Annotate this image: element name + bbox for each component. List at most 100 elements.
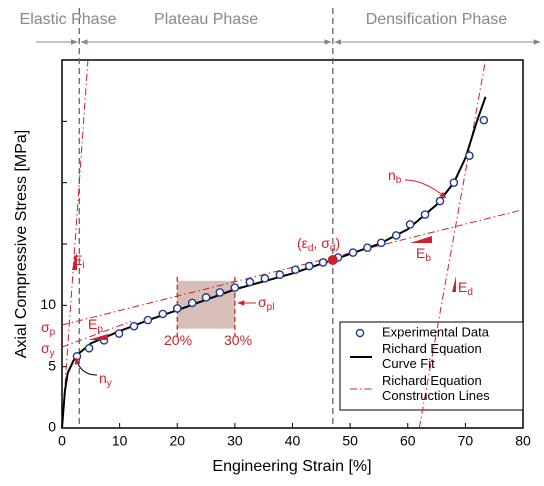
annotation-part: p [50,327,56,338]
data-point [143,315,153,325]
data-point [348,248,358,257]
legend-line: Richard Equation [382,373,482,388]
annotation-part: 20% [164,332,192,348]
construction-line [62,60,89,428]
legend-line: Curve Fit [382,356,435,371]
data-point [230,283,240,292]
annotation: 30% [224,332,252,348]
annotation-part: σ [258,294,267,310]
annotation-part: d [467,287,473,298]
annotation: Ep [88,316,103,335]
data-point [465,151,474,160]
data-point [158,309,168,319]
annotation: 20% [164,332,192,348]
data-point [201,293,211,302]
annotation-arrow [404,179,447,199]
data-point [376,238,386,248]
annotation: σpl [258,294,274,313]
annotation-part: E [458,279,467,295]
legend-label: Experimental Data [382,324,490,339]
annotation-part: E [416,245,425,261]
slope-triangle [452,276,456,292]
x-tick-label: 30 [227,433,243,449]
data-point [275,270,285,279]
slope-triangle [72,252,77,270]
construction-line [418,60,487,428]
annotation-part: E [88,316,97,332]
y-tick-label: 5 [48,357,56,373]
densification-point [327,254,338,265]
legend-line: Richard Equation [382,341,482,356]
annotation-part: , σ [313,235,330,251]
annotation-part: i [82,260,84,271]
data-point [215,288,225,297]
annotation-part: (ε [297,235,308,251]
annotation: σp [41,319,56,338]
annotation-part: σ [41,340,50,356]
annotation-part: ) [335,235,340,251]
slope-triangle [88,334,108,340]
annotation-part: E [73,252,82,268]
y-tick-label: 10 [40,296,56,312]
annotation: Ed [458,279,473,298]
data-point [245,277,255,287]
annotation-part: y [107,378,112,389]
annotation-part: d [308,243,314,254]
data-point [114,329,124,338]
x-tick-label: 70 [458,433,474,449]
construction-line [62,320,132,348]
annotation: ny [99,370,112,389]
legend-label: Richard Equation Curve Fit [382,341,482,371]
annotation-part: y [50,348,55,359]
data-point [479,115,489,125]
legend-label: Richard Equation Construction Lines [382,373,490,403]
annotation-arrow [74,357,98,376]
data-point [304,261,314,271]
data-point [318,258,328,267]
legend-box [339,321,524,411]
data-point [260,274,270,283]
x-tick-label: 80 [515,433,531,449]
annotation-part: n [388,167,396,183]
x-tick-label: 60 [400,433,416,449]
x-tick-label: 10 [112,433,128,449]
annotation: (εd, σd) [297,235,340,254]
data-point [405,220,415,229]
annotation: nb [388,167,402,186]
data-point [449,178,459,187]
annotation-part: pl [267,302,275,313]
annotation: Ei [73,252,85,271]
data-point [187,298,197,308]
x-tick-label: 50 [342,433,358,449]
annotation-part: b [396,175,402,186]
legend-marker [355,328,365,338]
data-point [363,243,372,252]
x-tick-label: 40 [285,433,301,449]
annotation-part: d [330,243,336,254]
plateau-region [177,280,235,329]
x-tick-label: 20 [169,433,185,449]
annotation-part: b [425,253,431,264]
data-point [172,304,182,313]
x-tick-label: 0 [58,433,66,449]
data-point [291,265,300,275]
phase-label: Elastic Phase [20,11,117,28]
annotation-part: σ [41,319,50,335]
data-point [420,210,430,219]
y-tick-label: 0 [48,419,56,435]
phase-label: Densification Phase [366,11,508,28]
x-axis-label: Engineering Strain [%] [212,458,371,475]
data-point [84,343,94,353]
data-point [129,321,139,331]
annotation-part: n [99,370,107,386]
annotation: Eb [416,245,431,264]
annotation-part: 30% [224,332,252,348]
data-point [391,231,401,240]
annotation-part: p [97,324,103,335]
y-axis-label: Axial Compressive Stress [MPa] [13,130,30,359]
annotation: σy [41,340,55,359]
data-point [435,196,445,206]
slope-triangle [410,236,432,243]
